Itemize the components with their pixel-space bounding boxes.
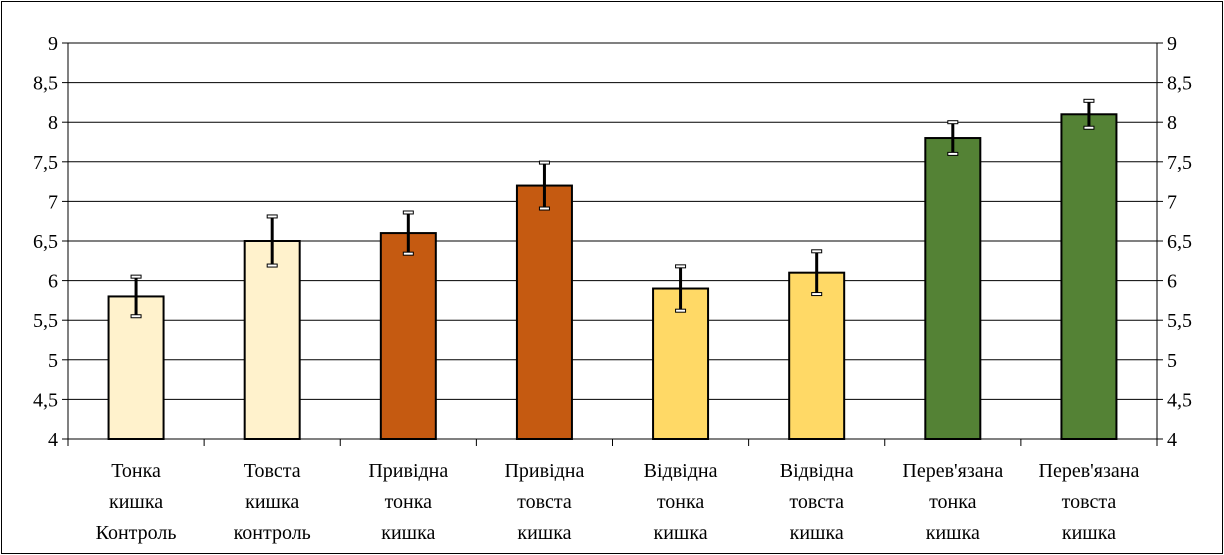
x-category-label: Привідна xyxy=(504,460,584,482)
y-tick-label-left: 7 xyxy=(48,191,58,213)
y-tick-label-left: 8 xyxy=(48,112,58,134)
x-category-label: товста xyxy=(1062,491,1117,513)
y-tick-label-right: 5,5 xyxy=(1167,310,1192,332)
x-category-label: Тонка xyxy=(111,460,161,482)
x-category-label: кишка xyxy=(790,522,844,544)
x-category-label: Привідна xyxy=(368,460,448,482)
y-tick-label-left: 8,5 xyxy=(33,73,58,95)
error-cap-top xyxy=(538,160,550,165)
y-tick-label-left: 5,5 xyxy=(33,310,58,332)
error-cap-bottom xyxy=(675,308,687,313)
x-category-label: Товста xyxy=(244,460,301,482)
error-cap-bottom xyxy=(811,292,823,297)
error-cap-top xyxy=(675,264,687,269)
error-bars xyxy=(130,98,1095,319)
error-cap-top xyxy=(811,249,823,254)
x-category-label: Контроль xyxy=(96,522,177,544)
bar xyxy=(788,271,846,440)
x-category-label: кишка xyxy=(1062,522,1116,544)
error-cap-bottom xyxy=(947,151,959,156)
error-cap-bottom xyxy=(266,263,278,268)
error-cap-bottom xyxy=(538,206,550,211)
y-tick-label-left: 7,5 xyxy=(33,152,58,174)
y-tick-label-left: 6 xyxy=(48,271,58,293)
x-category-label: Перев'язана xyxy=(1039,460,1140,482)
bar xyxy=(924,137,982,440)
bar xyxy=(243,240,301,440)
x-category-label: кишка xyxy=(381,522,435,544)
y-tick-label-right: 6 xyxy=(1167,271,1177,293)
error-cap-top xyxy=(130,274,142,279)
y-tick-label-right: 5 xyxy=(1167,350,1177,372)
x-category-label: Перев'язана xyxy=(902,460,1003,482)
y-tick-label-right: 9 xyxy=(1167,33,1177,55)
y-tick-label-right: 7 xyxy=(1167,191,1177,213)
bar xyxy=(515,184,573,440)
x-category-label: тонка xyxy=(385,491,433,513)
y-tick-label-right: 6,5 xyxy=(1167,231,1192,253)
bar xyxy=(379,232,437,440)
error-cap-bottom xyxy=(130,314,142,319)
y-tick-label-left: 4,5 xyxy=(33,389,58,411)
error-cap-top xyxy=(402,210,414,215)
x-category-label: тонка xyxy=(657,491,705,513)
x-category-label: кишка xyxy=(517,522,571,544)
error-cap-top xyxy=(266,214,278,219)
y-tick-label-right: 7,5 xyxy=(1167,152,1192,174)
x-category-label: тонка xyxy=(929,491,977,513)
y-axis-left-ticks: 4 4,5 5 5,5 6 6,5 7 7,5 8 8,5 9 xyxy=(33,33,68,451)
y-axis-right-ticks: 4 4,5 5 5,5 6 6,5 7 7,5 8 8,5 9 xyxy=(1157,33,1192,451)
error-cap-top xyxy=(1083,98,1095,103)
y-tick-label-left: 6,5 xyxy=(33,231,58,253)
bar xyxy=(652,287,710,440)
y-tick-label-right: 4 xyxy=(1167,429,1177,451)
x-category-label: товста xyxy=(517,491,572,513)
y-tick-label-left: 4 xyxy=(48,429,58,451)
y-tick-label-left: 9 xyxy=(48,33,58,55)
x-category-label: кишка xyxy=(245,491,299,513)
x-category-label: Відвідна xyxy=(644,460,718,482)
y-tick-label-right: 4,5 xyxy=(1167,389,1192,411)
bar xyxy=(1060,113,1118,440)
x-category-label: кишка xyxy=(109,491,163,513)
x-axis-category-labels: Тонка кишка Контроль Товста кишка контроль При… xyxy=(96,460,1140,544)
x-category-label: контроль xyxy=(234,522,311,544)
error-cap-bottom xyxy=(1083,125,1095,130)
y-tick-label-right: 8 xyxy=(1167,112,1177,134)
x-category-label: товста xyxy=(789,491,844,513)
error-cap-bottom xyxy=(402,251,414,256)
y-tick-label-right: 8,5 xyxy=(1167,73,1192,95)
x-category-label: Відвідна xyxy=(780,460,854,482)
x-category-label: кишка xyxy=(926,522,980,544)
x-category-label: кишка xyxy=(654,522,708,544)
y-tick-label-left: 5 xyxy=(48,350,58,372)
error-cap-top xyxy=(947,120,959,125)
